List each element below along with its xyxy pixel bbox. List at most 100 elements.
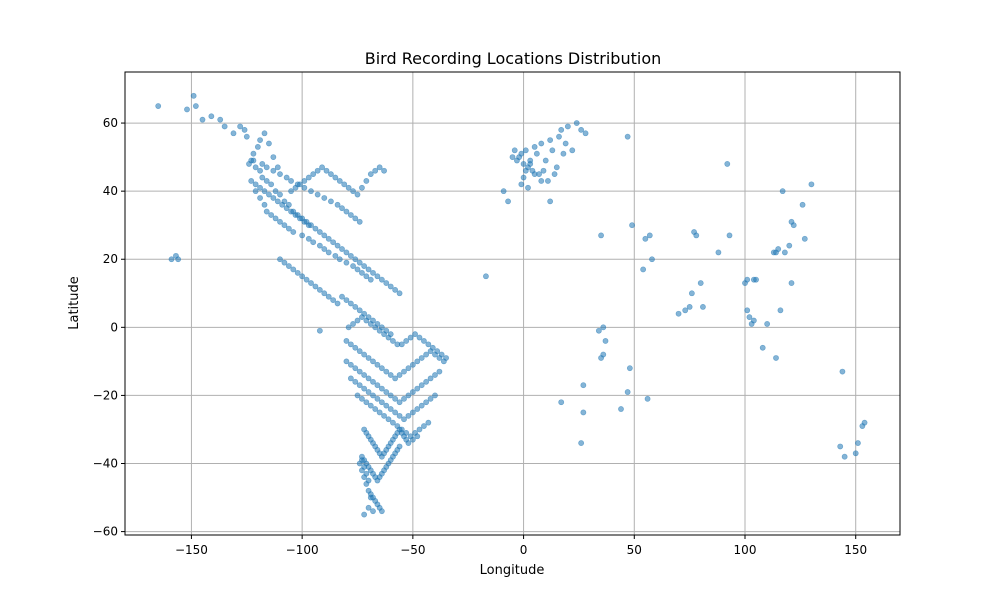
- scatter-point: [558, 399, 565, 406]
- scatter-point: [290, 229, 297, 235]
- scatter-point: [254, 143, 261, 150]
- scatter-point: [600, 324, 607, 331]
- scatter-point: [299, 232, 306, 239]
- x-tick-label: 100: [734, 543, 757, 557]
- scatter-point: [321, 195, 328, 201]
- scatter-point: [310, 239, 317, 246]
- scatter-point: [312, 283, 319, 290]
- scatter-point: [288, 208, 294, 215]
- scatter-point: [332, 174, 339, 181]
- scatter-point: [343, 297, 350, 303]
- scatter-point: [257, 195, 263, 201]
- scatter-point: [421, 338, 427, 344]
- scatter-point: [175, 256, 182, 263]
- scatter-point: [270, 167, 277, 174]
- scatter-point: [580, 382, 587, 389]
- scatter-point: [688, 290, 695, 297]
- scatter-point: [533, 150, 540, 157]
- scatter-point: [440, 358, 447, 365]
- scatter-point: [321, 246, 328, 252]
- scatter-point: [266, 140, 272, 147]
- scatter-point: [427, 348, 434, 355]
- x-tick-label: −150: [175, 543, 208, 557]
- scatter-point: [367, 494, 374, 501]
- scatter-point: [432, 372, 438, 378]
- scatter-point: [746, 314, 753, 321]
- scatter-point: [250, 157, 257, 164]
- scatter-point: [841, 453, 848, 460]
- scatter-point: [323, 167, 330, 174]
- scatter-point: [374, 395, 381, 402]
- scatter-point: [365, 355, 372, 361]
- scatter-point: [409, 409, 416, 416]
- scatter-point: [781, 249, 788, 256]
- scatter-point: [427, 395, 434, 402]
- scatter-point: [580, 409, 587, 416]
- scatter-point: [538, 178, 545, 184]
- scatter-point: [724, 161, 731, 167]
- scatter-point: [316, 286, 323, 293]
- scatter-point: [598, 355, 604, 361]
- scatter-point: [376, 327, 383, 334]
- scatter-point: [547, 198, 554, 205]
- scatter-point: [414, 385, 421, 392]
- scatter-point: [361, 511, 368, 518]
- y-tick-label: −60: [93, 525, 118, 539]
- scatter-point: [321, 232, 328, 239]
- scatter-point: [352, 256, 359, 263]
- scatter-point: [852, 450, 859, 457]
- scatter-point: [547, 137, 554, 143]
- scatter-point: [414, 433, 421, 440]
- scatter-point: [266, 191, 272, 198]
- scatter-point: [208, 113, 215, 120]
- scatter-point: [378, 399, 385, 406]
- scatter-point: [562, 140, 569, 147]
- scatter-point: [252, 188, 259, 195]
- scatter-point: [155, 103, 162, 109]
- scatter-point: [560, 150, 567, 157]
- scatter-point: [221, 123, 228, 130]
- scatter-point: [365, 266, 372, 273]
- scatter-point: [861, 419, 868, 426]
- scatter-point: [217, 116, 224, 123]
- scatter-point: [361, 372, 368, 378]
- scatter-point: [361, 263, 368, 269]
- scatter-point: [618, 406, 624, 412]
- scatter-point: [423, 378, 430, 385]
- scatter-point: [230, 130, 237, 137]
- scatter-point: [339, 205, 345, 212]
- scatter-point: [764, 321, 771, 327]
- scatter-point: [378, 365, 385, 372]
- scatter-point: [361, 464, 368, 470]
- scatter-point: [744, 276, 751, 283]
- scatter-point: [343, 259, 350, 266]
- scatter-point: [268, 181, 275, 188]
- scatter-point: [374, 382, 381, 389]
- scatter-point: [624, 389, 631, 395]
- scatter-point: [383, 280, 390, 286]
- scatter-point: [263, 164, 270, 171]
- scatter-point: [316, 327, 323, 334]
- scatter-point: [350, 321, 356, 327]
- scatter-point: [378, 385, 385, 392]
- scatter-point: [405, 365, 412, 372]
- axis-ticks: −150 −100 −50 0 50 100 150 −60 −40 −20 0 20 40 60: [93, 116, 867, 557]
- scatter-point: [553, 164, 560, 171]
- scatter-point: [365, 504, 372, 511]
- scatter-point: [301, 218, 308, 225]
- scatter-point: [753, 276, 759, 283]
- x-tick-label: −50: [400, 543, 425, 557]
- scatter-point: [602, 338, 609, 344]
- scatter-point: [365, 389, 372, 395]
- y-tick-label: 20: [103, 252, 118, 266]
- scatter-point: [775, 246, 782, 252]
- scatter-point: [511, 147, 518, 154]
- scatter-point: [396, 443, 403, 450]
- scatter-point: [312, 225, 319, 232]
- scatter-point: [268, 212, 275, 218]
- scatter-point: [359, 269, 365, 276]
- scatter-point: [359, 395, 365, 402]
- scatter-point: [790, 222, 797, 229]
- scatter-point: [347, 375, 354, 382]
- scatter-point: [305, 235, 312, 242]
